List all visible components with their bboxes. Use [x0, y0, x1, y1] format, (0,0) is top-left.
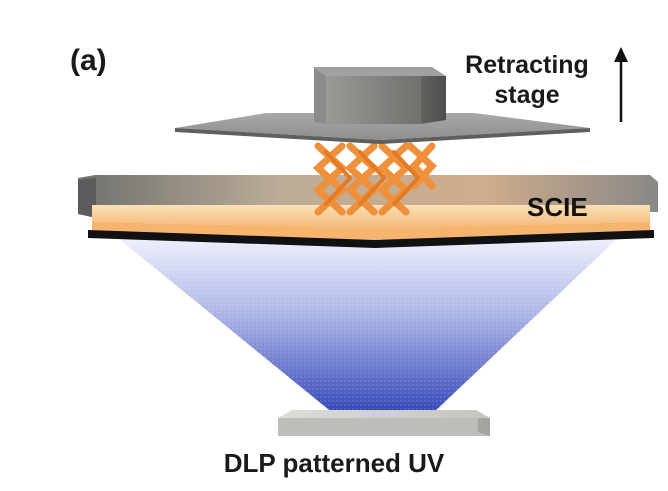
scie-label: SCIE [527, 192, 588, 222]
uv-light-cone [118, 238, 618, 414]
stage-block-top [314, 67, 446, 76]
dlp-projector [278, 409, 490, 436]
retracting-stage [175, 67, 590, 144]
retract-up-arrow [614, 47, 628, 122]
stage-label-line-1: Retracting [465, 51, 589, 79]
vat-base-sheet [88, 230, 654, 248]
panel-label: (a) [70, 44, 107, 77]
projector-front [278, 418, 490, 436]
stage-block-face [326, 76, 421, 124]
projector-top [278, 410, 490, 418]
stage-block-side [421, 76, 446, 124]
printed-lattice [312, 142, 437, 216]
retracting-stage-label: Retracting stage [452, 50, 602, 110]
vat-left-side [78, 178, 96, 218]
dlp-uv-label: DLP patterned UV [223, 448, 445, 478]
projector-side [478, 418, 490, 436]
stage-platform-edge [175, 128, 590, 144]
stage-platform-top [175, 113, 590, 140]
stage-label-line-2: stage [494, 81, 560, 109]
stage-block-front [314, 67, 326, 124]
scie-resin-layer [92, 205, 650, 228]
